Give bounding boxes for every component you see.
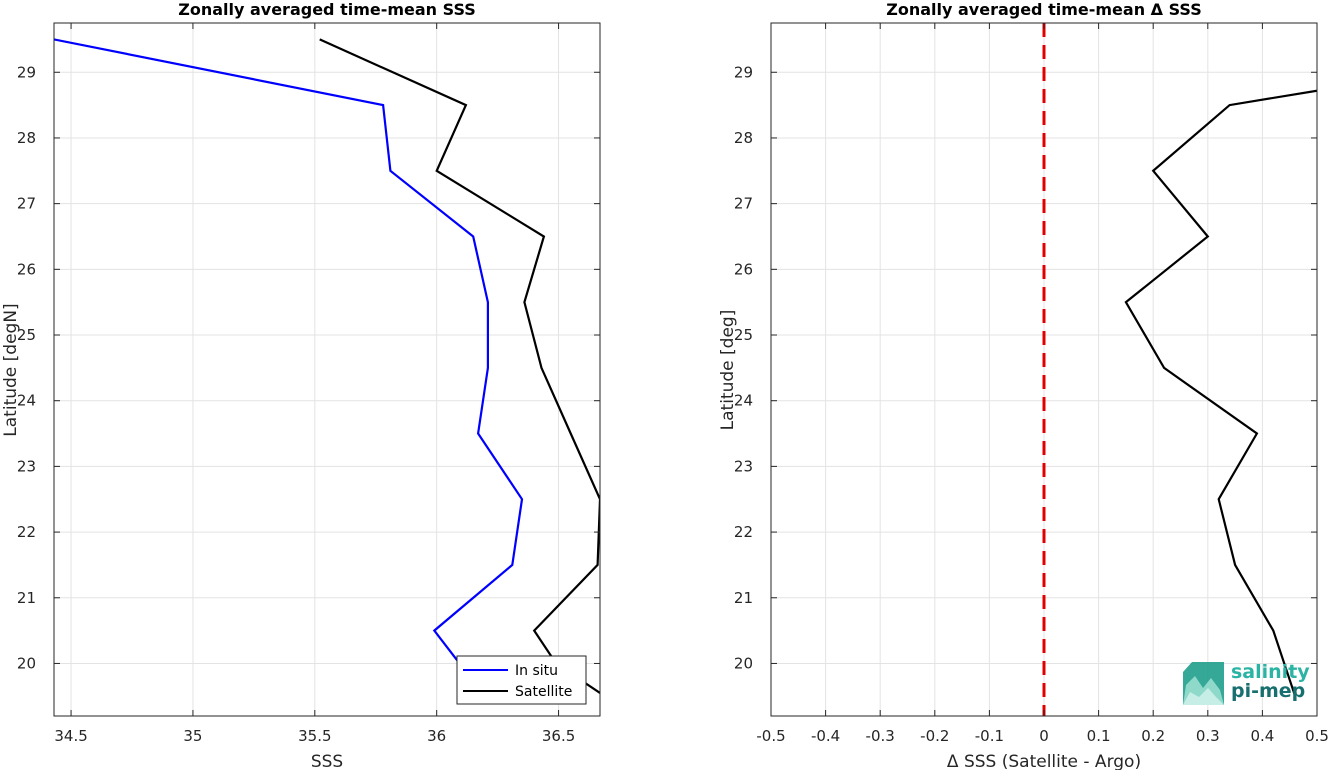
sss-line-satellite <box>319 38 600 694</box>
delta-x-tick-label: 0.5 <box>1305 727 1329 745</box>
sss-y-tick-label: 20 <box>17 654 36 672</box>
delta-y-tick-label: 20 <box>734 654 753 672</box>
delta-x-tick-label: 0.3 <box>1196 727 1220 745</box>
sss-panel: 34.5 35 35.5 36 36.5 20 21 22 23 24 25 26 27 28 29 Zon… <box>1 0 601 770</box>
salinity-pi-mep-logo: salinity pi-mep <box>1183 661 1310 705</box>
delta-x-tick-label: -0.4 <box>811 727 840 745</box>
sss-series <box>54 38 600 694</box>
delta-y-tick-label: 24 <box>734 392 753 410</box>
delta-x-axis-label: Δ SSS (Satellite - Argo) <box>947 752 1141 770</box>
sss-y-tick-label: 29 <box>17 63 36 81</box>
delta-y-tick-label: 25 <box>734 326 753 344</box>
delta-y-tick-label: 28 <box>734 129 753 147</box>
delta-series <box>1124 89 1317 697</box>
delta-y-axis-label: Latitude [deg] <box>718 310 738 431</box>
sss-y-tick-label: 27 <box>17 195 36 213</box>
logo-waves-icon <box>1183 662 1224 705</box>
sss-y-tick-label: 28 <box>17 129 36 147</box>
delta-x-tick-label: 0.1 <box>1087 727 1111 745</box>
delta-sss-panel: -0.5 -0.4 -0.3 -0.2 -0.1 0 0.1 0.2 0.3 0.4 0.5 20 21… <box>718 0 1329 770</box>
delta-y-tick-label: 21 <box>734 589 753 607</box>
legend-label-in-situ: In situ <box>515 663 558 679</box>
sss-ticks: 34.5 35 35.5 36 36.5 20 21 22 23 24 25 26 27 28 29 <box>17 23 600 745</box>
delta-line-series-0 <box>1124 89 1317 697</box>
delta-x-tick-label: -0.3 <box>866 727 895 745</box>
delta-x-tick-label: -0.5 <box>756 727 785 745</box>
delta-ticks: -0.5 -0.4 -0.3 -0.2 -0.1 0 0.1 0.2 0.3 0.4 0.5 20 21… <box>734 23 1329 745</box>
delta-x-tick-label: -0.1 <box>975 727 1004 745</box>
sss-x-tick-label: 34.5 <box>54 727 87 745</box>
logo-text-salinity: salinity <box>1231 661 1310 683</box>
sss-y-tick-label: 21 <box>17 589 36 607</box>
delta-x-tick-label: -0.2 <box>920 727 949 745</box>
delta-x-tick-label: 0.2 <box>1141 727 1165 745</box>
sss-chart-title: Zonally averaged time-mean SSS <box>178 0 476 19</box>
sss-x-axis-label: SSS <box>311 752 343 770</box>
delta-y-tick-label: 29 <box>734 63 753 81</box>
sss-y-tick-label: 22 <box>17 523 36 541</box>
sss-y-axis-label: Latitude [degN] <box>1 303 21 436</box>
sss-y-tick-label: 23 <box>17 457 36 475</box>
delta-x-tick-label: 0.4 <box>1250 727 1274 745</box>
delta-y-tick-label: 27 <box>734 195 753 213</box>
sss-x-tick-label: 36 <box>427 727 446 745</box>
delta-x-tick-label: 0 <box>1039 727 1049 745</box>
logo-text-pi-mep: pi-mep <box>1231 680 1305 702</box>
sss-line-in-situ <box>54 38 524 667</box>
sss-y-tick-label: 25 <box>17 326 36 344</box>
delta-y-tick-label: 23 <box>734 457 753 475</box>
sss-grid <box>54 23 600 716</box>
sss-plot-area <box>54 23 600 716</box>
delta-chart-title: Zonally averaged time-mean Δ SSS <box>886 0 1202 19</box>
sss-axes-box <box>53 22 601 717</box>
sss-y-tick-label: 26 <box>17 260 36 278</box>
legend-label-satellite: Satellite <box>515 684 572 700</box>
delta-y-tick-label: 26 <box>734 260 753 278</box>
sss-x-tick-label: 35.5 <box>298 727 331 745</box>
sss-y-tick-label: 24 <box>17 392 36 410</box>
legend-box <box>456 655 587 705</box>
sss-x-tick-label: 35 <box>183 727 202 745</box>
legend: In situ Satellite <box>456 655 587 705</box>
delta-y-tick-label: 22 <box>734 523 753 541</box>
sss-x-tick-label: 36.5 <box>542 727 575 745</box>
